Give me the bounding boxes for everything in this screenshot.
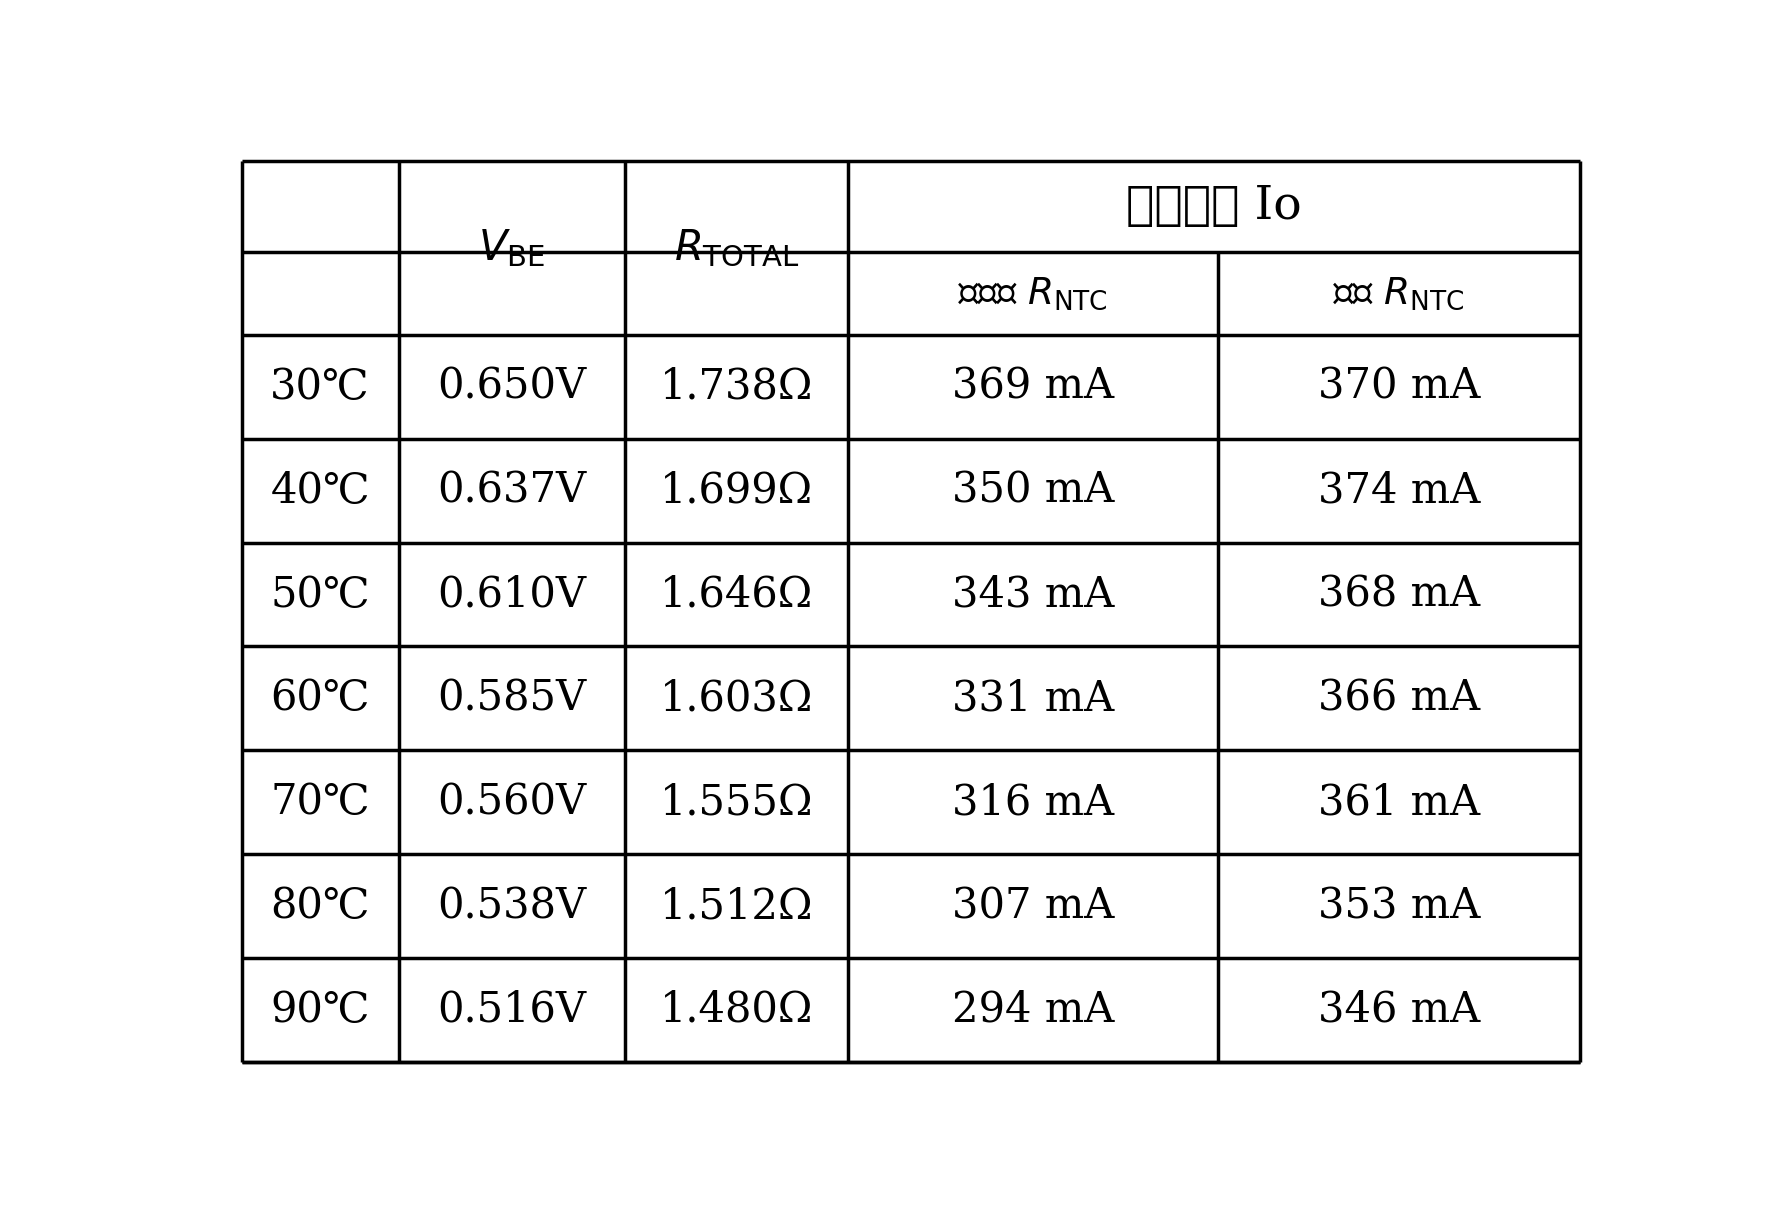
Text: 50℃: 50℃ [270,574,370,615]
Text: 0.516V: 0.516V [437,989,586,1031]
Text: 1.480Ω: 1.480Ω [659,989,814,1031]
Text: 368 mA: 368 mA [1319,574,1480,615]
Text: 331 mA: 331 mA [952,678,1114,719]
Text: 374 mA: 374 mA [1319,469,1480,511]
Text: 370 mA: 370 mA [1319,365,1480,408]
Text: 361 mA: 361 mA [1319,781,1480,824]
Text: 1.555Ω: 1.555Ω [659,781,814,824]
Text: 1.738Ω: 1.738Ω [659,365,814,408]
Text: 1.646Ω: 1.646Ω [659,574,814,615]
Text: 0.650V: 0.650V [437,365,586,408]
Text: 不使用 $R_{\rm NTC}$: 不使用 $R_{\rm NTC}$ [958,275,1109,311]
Text: 输出电流 Io: 输出电流 Io [1127,183,1303,229]
Text: 60℃: 60℃ [270,678,370,719]
Text: 70℃: 70℃ [270,781,370,824]
Text: 使用 $R_{\rm NTC}$: 使用 $R_{\rm NTC}$ [1333,275,1464,311]
Text: 1.603Ω: 1.603Ω [659,678,814,719]
Text: 294 mA: 294 mA [952,989,1114,1031]
Text: $R_{\rm TOTAL}$: $R_{\rm TOTAL}$ [673,227,800,269]
Text: 1.512Ω: 1.512Ω [659,885,814,927]
Text: 90℃: 90℃ [270,989,370,1031]
Text: $V_{\rm BE}$: $V_{\rm BE}$ [478,227,546,269]
Text: 316 mA: 316 mA [952,781,1114,824]
Text: 40℃: 40℃ [270,469,370,511]
Text: 1.699Ω: 1.699Ω [661,469,814,511]
Text: 80℃: 80℃ [270,885,370,927]
Text: 353 mA: 353 mA [1319,885,1480,927]
Text: 0.560V: 0.560V [437,781,586,824]
Text: 307 mA: 307 mA [952,885,1114,927]
Text: 0.538V: 0.538V [437,885,586,927]
Text: 0.637V: 0.637V [437,469,586,511]
Text: 346 mA: 346 mA [1319,989,1480,1031]
Text: 369 mA: 369 mA [952,365,1114,408]
Text: 30℃: 30℃ [270,365,370,408]
Text: 350 mA: 350 mA [952,469,1114,511]
Text: 343 mA: 343 mA [952,574,1114,615]
Text: 0.610V: 0.610V [437,574,586,615]
Text: 366 mA: 366 mA [1319,678,1480,719]
Text: 0.585V: 0.585V [437,678,586,719]
